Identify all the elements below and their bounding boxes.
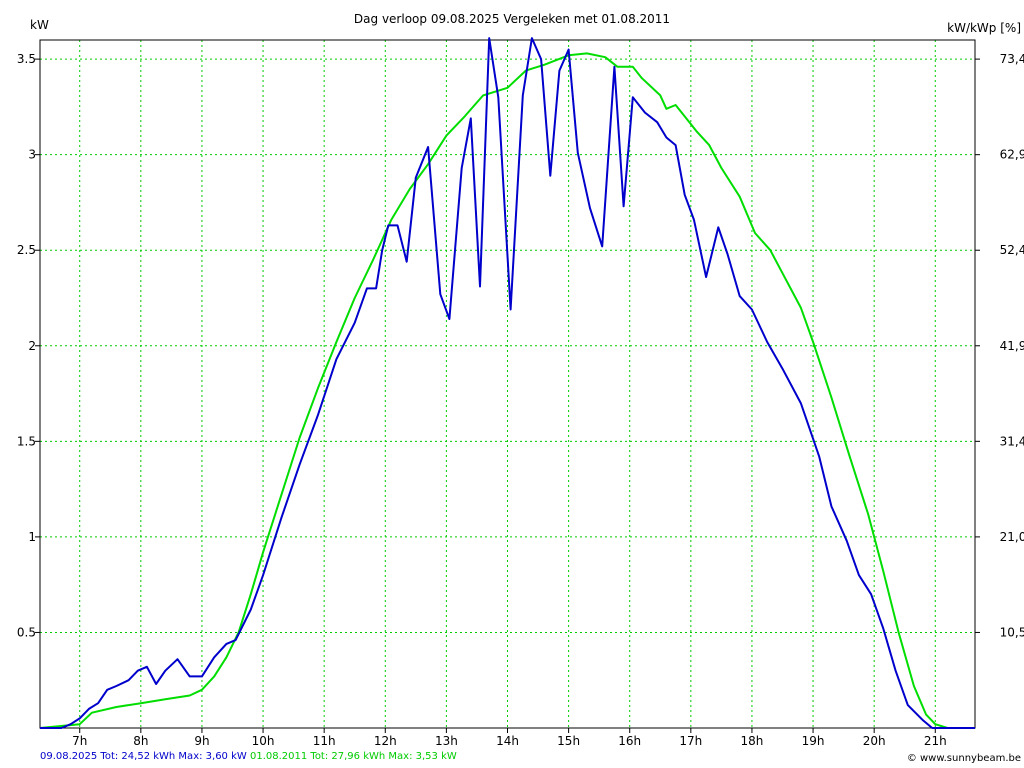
legend-series-1: 09.08.2025 Tot: 24,52 kWh Max: 3,60 kW — [40, 751, 247, 762]
x-tick-label: 11h — [313, 734, 336, 748]
legend: 09.08.2025 Tot: 24,52 kWh Max: 3,60 kW 0… — [40, 751, 457, 762]
y-tick-label: 0.5 — [17, 625, 36, 639]
y-tick-label: 1 — [28, 530, 36, 544]
x-tick-label: 21h — [924, 734, 947, 748]
y-tick-label: 1.5 — [17, 434, 36, 448]
y-right-axis-label: kW/kWp [%] — [947, 21, 1021, 35]
y2-tick-label: 73,4 — [1000, 52, 1024, 66]
y2-tick-label: 52,4 — [1000, 243, 1024, 257]
x-tick-label: 19h — [802, 734, 825, 748]
x-tick-label: 16h — [618, 734, 641, 748]
x-tick-label: 20h — [863, 734, 886, 748]
x-tick-label: 18h — [741, 734, 764, 748]
y-tick-label: 2.5 — [17, 243, 36, 257]
x-tick-label: 15h — [557, 734, 580, 748]
y-tick-label: 2 — [28, 339, 36, 353]
chart-title: Dag verloop 09.08.2025 Vergeleken met 01… — [353, 12, 671, 26]
y2-tick-label: 31,4 — [1000, 434, 1024, 448]
x-tick-label: 12h — [374, 734, 397, 748]
y2-tick-label: 21,0 — [1000, 530, 1024, 544]
y2-tick-label: 10,5 — [1000, 625, 1024, 639]
x-tick-label: 7h — [72, 734, 87, 748]
series-line-1 — [40, 37, 975, 729]
y-tick-label: 3.5 — [17, 52, 36, 66]
y-tick-label: 3 — [28, 148, 36, 162]
x-tick-label: 10h — [252, 734, 275, 748]
x-tick-label: 17h — [679, 734, 702, 748]
legend-series-2: 01.08.2011 Tot: 27,96 kWh Max: 3,53 kW — [249, 751, 457, 762]
y2-tick-label: 41,9 — [1000, 339, 1024, 353]
x-tick-label: 14h — [496, 734, 519, 748]
plot-frame — [39, 39, 976, 729]
credit-text: © www.sunnybeam.be — [906, 753, 1021, 764]
x-tick-label: 8h — [133, 734, 148, 748]
x-tick-label: 9h — [194, 734, 209, 748]
x-tick-label: 13h — [435, 734, 458, 748]
y2-tick-label: 62,9 — [1000, 148, 1024, 162]
y-left-axis-label: kW — [30, 18, 49, 32]
